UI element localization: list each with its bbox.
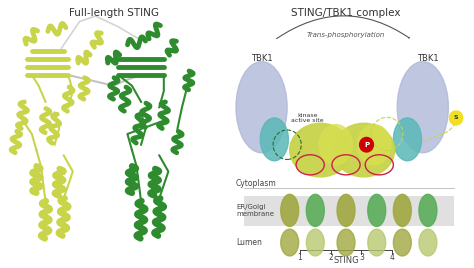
- Ellipse shape: [337, 229, 355, 256]
- Ellipse shape: [419, 229, 437, 256]
- Ellipse shape: [319, 125, 353, 165]
- Ellipse shape: [368, 194, 386, 226]
- Ellipse shape: [393, 229, 411, 256]
- FancyArrowPatch shape: [277, 16, 409, 39]
- Ellipse shape: [281, 194, 299, 226]
- Ellipse shape: [397, 62, 448, 153]
- Ellipse shape: [393, 118, 421, 161]
- Text: ER/Golgi
membrane: ER/Golgi membrane: [236, 204, 274, 217]
- Text: STING/TBK1 complex: STING/TBK1 complex: [291, 8, 401, 18]
- Ellipse shape: [290, 123, 351, 177]
- Text: Lumen: Lumen: [236, 238, 262, 247]
- Text: Trans-phosphorylation: Trans-phosphorylation: [307, 32, 385, 38]
- Ellipse shape: [337, 194, 355, 226]
- Circle shape: [449, 111, 463, 125]
- Ellipse shape: [236, 62, 287, 153]
- Text: 1: 1: [298, 253, 302, 262]
- Text: 3: 3: [359, 253, 364, 262]
- Ellipse shape: [306, 229, 324, 256]
- Ellipse shape: [368, 229, 386, 256]
- Text: Full-length STING: Full-length STING: [69, 8, 159, 18]
- Text: TBK1: TBK1: [417, 54, 439, 63]
- Ellipse shape: [333, 123, 395, 177]
- FancyBboxPatch shape: [244, 196, 454, 226]
- Ellipse shape: [393, 194, 411, 226]
- Circle shape: [360, 137, 374, 152]
- Text: STING: STING: [333, 256, 359, 265]
- Text: 2: 2: [328, 253, 333, 262]
- Ellipse shape: [281, 229, 299, 256]
- Text: 4: 4: [390, 253, 394, 262]
- Text: S: S: [454, 116, 458, 120]
- Text: kinase
active site: kinase active site: [292, 113, 324, 123]
- Ellipse shape: [419, 194, 437, 226]
- Text: Cytoplasm: Cytoplasm: [236, 179, 277, 188]
- Ellipse shape: [306, 194, 324, 226]
- Text: P: P: [364, 142, 369, 148]
- Ellipse shape: [357, 125, 391, 165]
- Ellipse shape: [260, 118, 288, 161]
- Text: TBK1: TBK1: [251, 54, 273, 63]
